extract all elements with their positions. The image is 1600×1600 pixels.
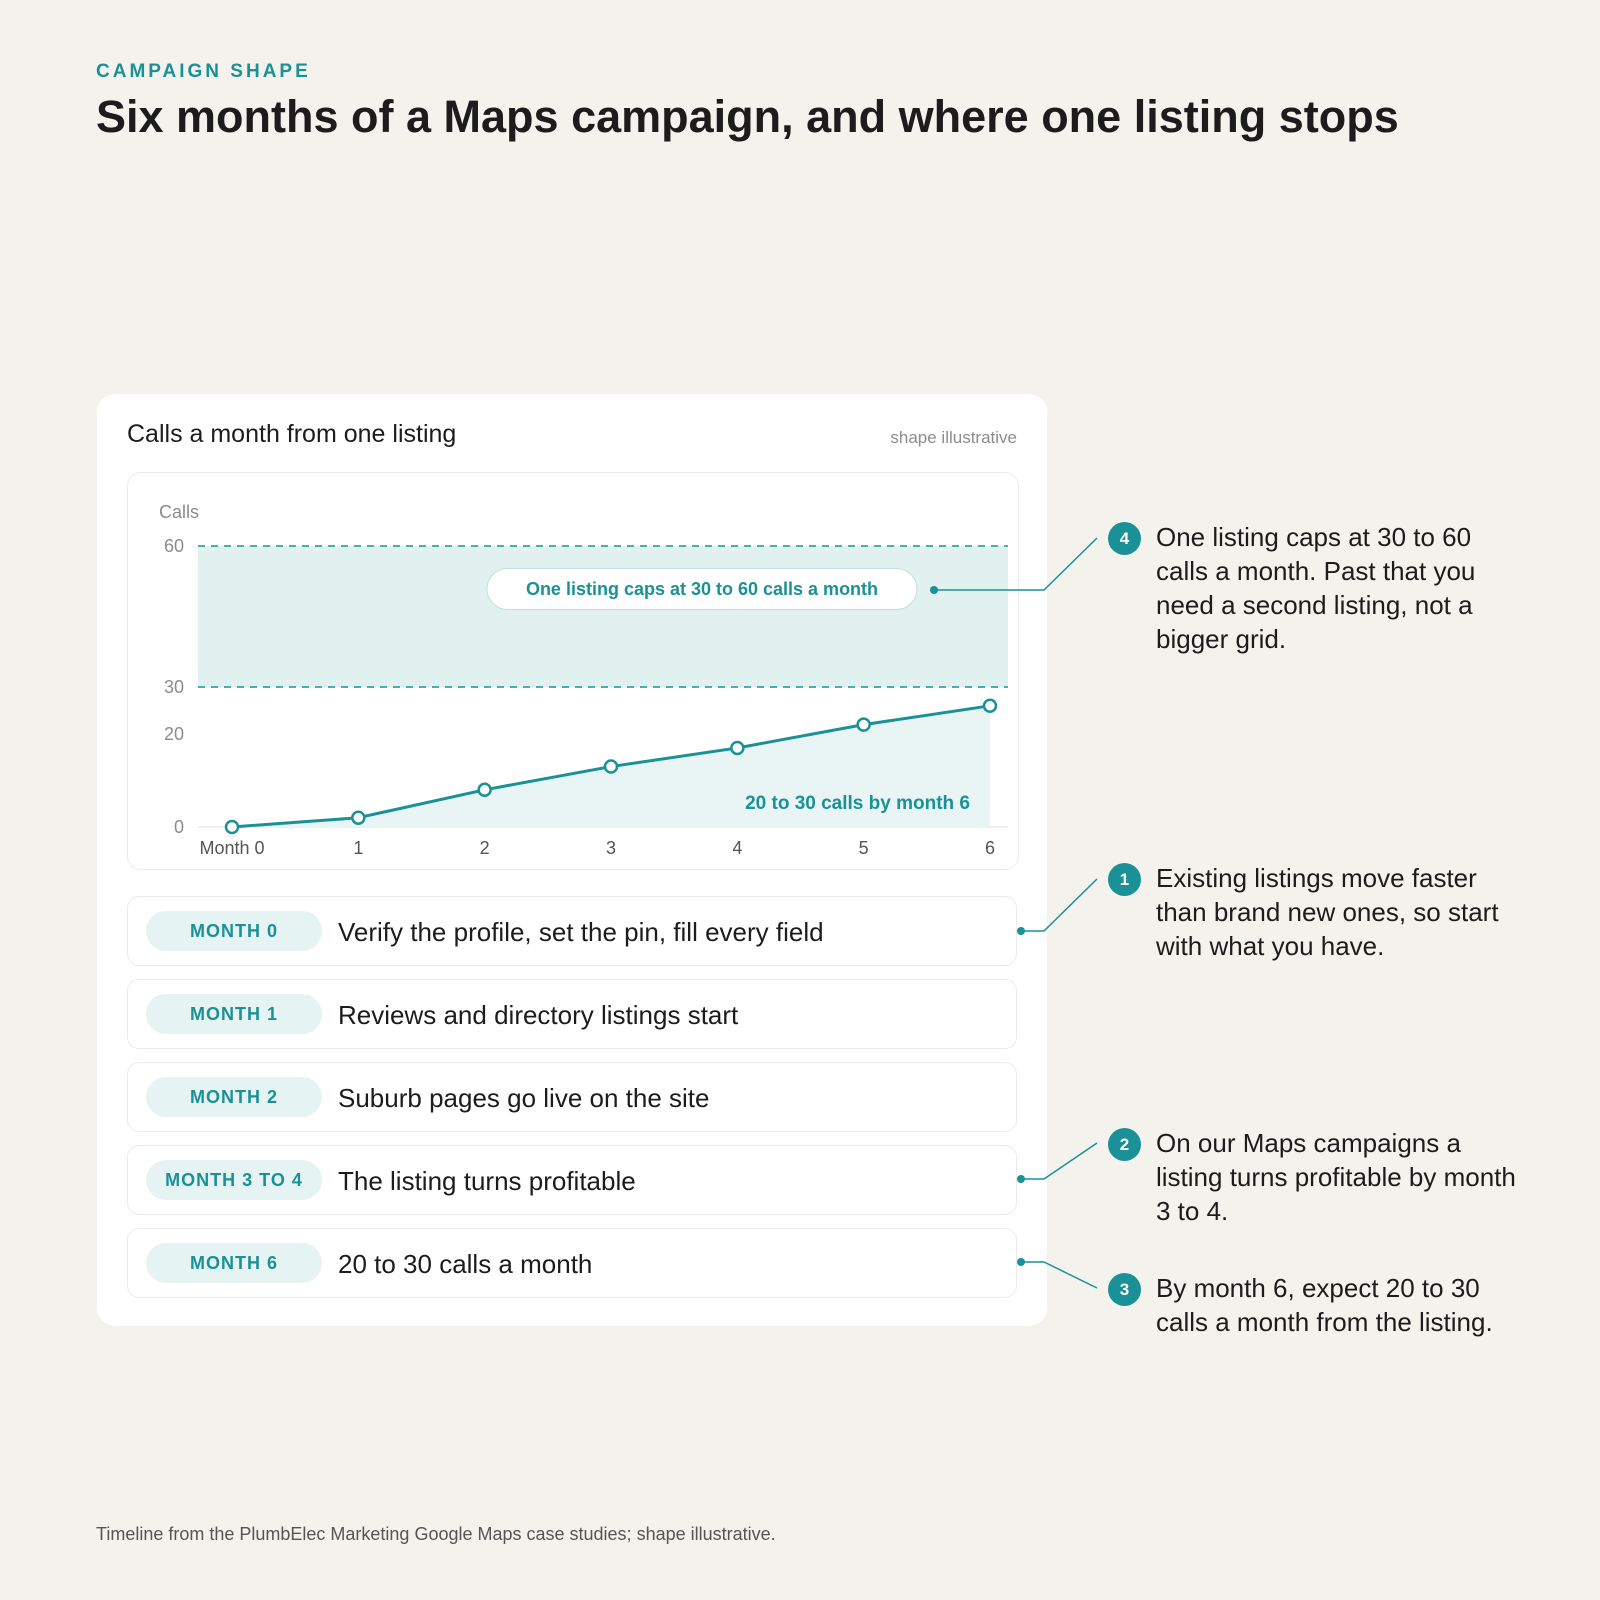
timeline-row-month-0: MONTH 0 Verify the profile, set the pin,…	[127, 896, 1017, 966]
page-title: Six months of a Maps campaign, and where…	[96, 91, 1399, 142]
data-point	[856, 717, 871, 732]
line-chart: Calls 0 20 30 60 Month 0 1 2 3 4 5 6 One listing ca…	[159, 502, 1008, 858]
cap-label: One listing caps at 30 to 60 calls a mon…	[526, 579, 878, 599]
series-area	[232, 705, 990, 827]
callout-badge: 3	[1108, 1273, 1141, 1306]
timeline-pill: MONTH 3 TO 4	[146, 1160, 322, 1200]
timeline-row-month-6: MONTH 6 20 to 30 calls a month	[127, 1228, 1017, 1298]
x-tick-label: 2	[480, 838, 490, 858]
timeline-text: 20 to 30 calls a month	[338, 1249, 593, 1279]
timeline-text: Verify the profile, set the pin, fill ev…	[338, 917, 824, 947]
callout-badge: 1	[1108, 863, 1141, 896]
chart-box: Calls 0 20 30 60 Month 0 1 2 3 4 5 6 One listing ca…	[127, 472, 1019, 870]
timeline-text: The listing turns profitable	[338, 1166, 636, 1196]
y-tick-label: 20	[164, 724, 184, 744]
cap-band	[198, 546, 1008, 687]
x-tick-label: 5	[859, 838, 869, 858]
x-tick-label: 1	[353, 838, 363, 858]
y-tick-label: 30	[164, 677, 184, 697]
timeline-row-month-2: MONTH 2 Suburb pages go live on the site	[127, 1062, 1017, 1132]
card-note: shape illustrative	[890, 428, 1017, 447]
x-tick-label: Month 0	[199, 838, 264, 858]
data-point	[730, 740, 745, 756]
timeline-pill: MONTH 0	[146, 911, 322, 951]
timeline-pill: MONTH 6	[146, 1243, 322, 1283]
cap-label-pill	[486, 568, 918, 610]
chart-card: Calls a month from one listing shape ill…	[97, 394, 1047, 1326]
callout-text: By month 6, expect 20 to 30 calls a mont…	[1156, 1273, 1493, 1337]
y-axis-label: Calls	[159, 502, 199, 522]
card-title: Calls a month from one listing	[127, 420, 457, 448]
timeline-list: MONTH 0 Verify the profile, set the pin,…	[127, 896, 1017, 1311]
timeline-row-month-3-to-4: MONTH 3 TO 4 The listing turns profitabl…	[127, 1145, 1017, 1215]
callout-text: Existing listings move faster than brand…	[1156, 863, 1499, 961]
callout-badge: 4	[1108, 522, 1141, 555]
timeline-text: Suburb pages go live on the site	[338, 1083, 710, 1113]
timeline-text: Reviews and directory listings start	[338, 1000, 739, 1030]
eyebrow-label: CAMPAIGN SHAPE	[96, 61, 311, 82]
x-tick-label: 6	[985, 838, 995, 858]
timeline-row-month-1: MONTH 1 Reviews and directory listings s…	[127, 979, 1017, 1049]
y-tick-label: 0	[174, 817, 184, 837]
footer-note: Timeline from the PlumbElec Marketing Go…	[96, 1524, 776, 1544]
data-point	[982, 698, 998, 714]
x-tick-label: 3	[606, 838, 616, 858]
callout-text: On our Maps campaigns a listing turns pr…	[1156, 1128, 1516, 1226]
x-tick-label: 4	[732, 838, 742, 858]
data-point	[603, 759, 619, 774]
month-6-annotation: 20 to 30 calls by month 6	[745, 793, 970, 814]
callout-badge: 2	[1108, 1128, 1141, 1161]
callout-text: One listing caps at 30 to 60 calls a mon…	[1156, 522, 1476, 654]
data-point	[351, 810, 366, 825]
timeline-pill: MONTH 2	[146, 1077, 322, 1117]
y-tick-label: 60	[164, 536, 184, 556]
data-point	[224, 819, 240, 835]
timeline-pill: MONTH 1	[146, 994, 322, 1034]
data-point	[477, 782, 492, 798]
